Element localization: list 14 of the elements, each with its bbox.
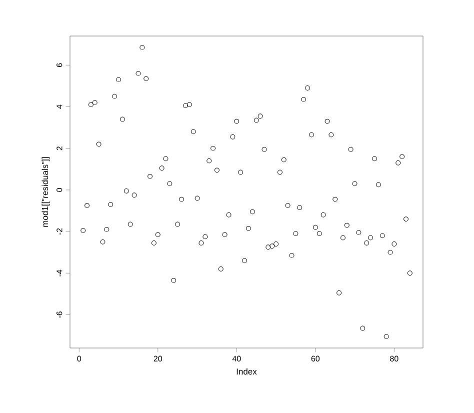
x-tick-label: 40 — [232, 356, 241, 362]
y-tick-label: 4 — [56, 104, 62, 109]
x-tick-label: 0 — [77, 356, 82, 362]
y-tick-label: -4 — [56, 270, 62, 276]
y-tick-label: -6 — [56, 312, 62, 318]
y-axis-title: mod1[["residuals"]] — [42, 157, 50, 227]
y-tick-label: 2 — [56, 146, 62, 150]
x-tick-label: 60 — [311, 356, 320, 362]
x-axis-title: Index — [236, 368, 257, 375]
y-tick-label: 6 — [56, 63, 62, 67]
y-tick-label: 0 — [56, 188, 62, 192]
x-tick-label: 80 — [390, 356, 398, 362]
y-tick-label: -2 — [56, 228, 62, 235]
x-tick-label: 20 — [154, 356, 162, 362]
